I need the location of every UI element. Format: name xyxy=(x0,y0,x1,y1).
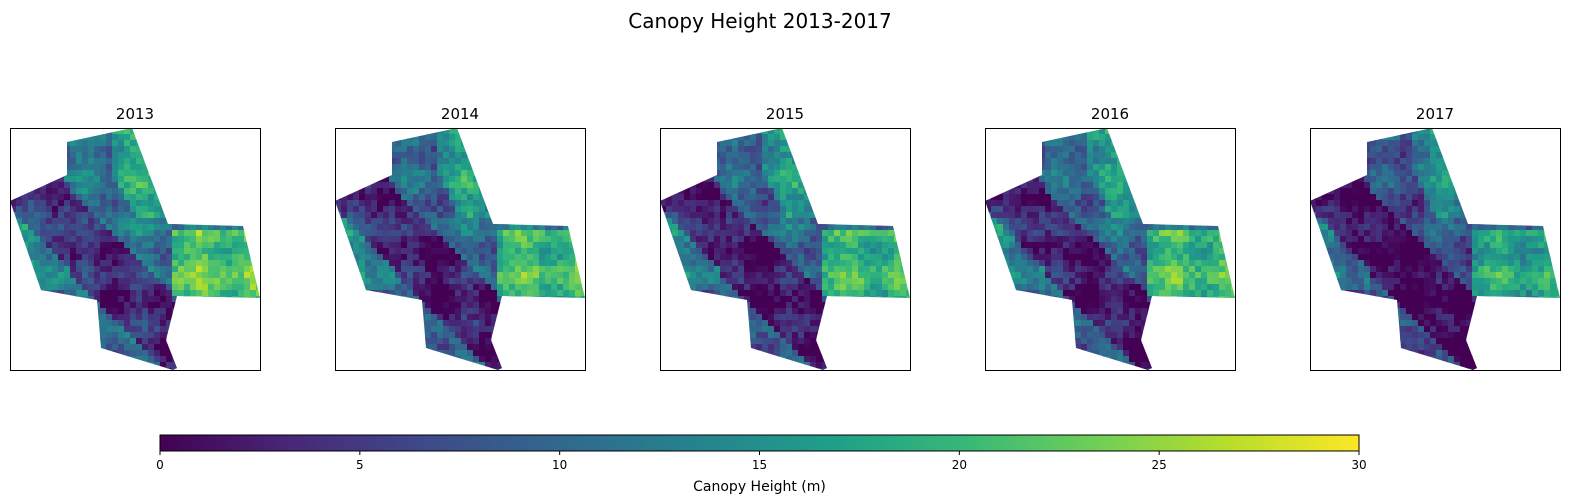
map-panel-2014: 2014 xyxy=(335,105,586,371)
panel-frame xyxy=(335,128,586,371)
colorbar-tick-label: 25 xyxy=(1152,458,1167,472)
panel-title: 2015 xyxy=(766,105,804,123)
panel-frame xyxy=(985,128,1236,371)
colorbar-tick-label: 5 xyxy=(356,458,364,472)
panel-frame xyxy=(1310,128,1561,371)
colorbar-tick-label: 15 xyxy=(752,458,767,472)
panel-title: 2014 xyxy=(441,105,479,123)
map-panel-2013: 2013 xyxy=(10,105,261,371)
colorbar: 0 5 10 15 20 25 30 Canopy Height (m) xyxy=(156,434,1367,495)
figure-title: Canopy Height 2013-2017 xyxy=(628,9,892,33)
colorbar-tick-label: 30 xyxy=(1351,458,1366,472)
colorbar-ticks: 0 5 10 15 20 25 30 xyxy=(156,451,1367,472)
panel-frame xyxy=(10,128,261,371)
colorbar-tick-label: 20 xyxy=(952,458,967,472)
colorbar-tick-label: 0 xyxy=(156,458,164,472)
colorbar-tick-label: 10 xyxy=(552,458,567,472)
map-panel-2016: 2016 xyxy=(985,105,1236,371)
colorbar-gradient xyxy=(159,434,1360,452)
panel-title: 2017 xyxy=(1416,105,1454,123)
colorbar-label: Canopy Height (m) xyxy=(693,479,826,495)
map-panel-2017: 2017 xyxy=(1310,105,1561,371)
panel-frame xyxy=(660,128,911,371)
panel-title: 2016 xyxy=(1091,105,1129,123)
map-panel-2015: 2015 xyxy=(660,105,911,371)
panel-title: 2013 xyxy=(116,105,154,123)
panels: 2013 2014 2015 2016 2017 xyxy=(10,105,1561,371)
